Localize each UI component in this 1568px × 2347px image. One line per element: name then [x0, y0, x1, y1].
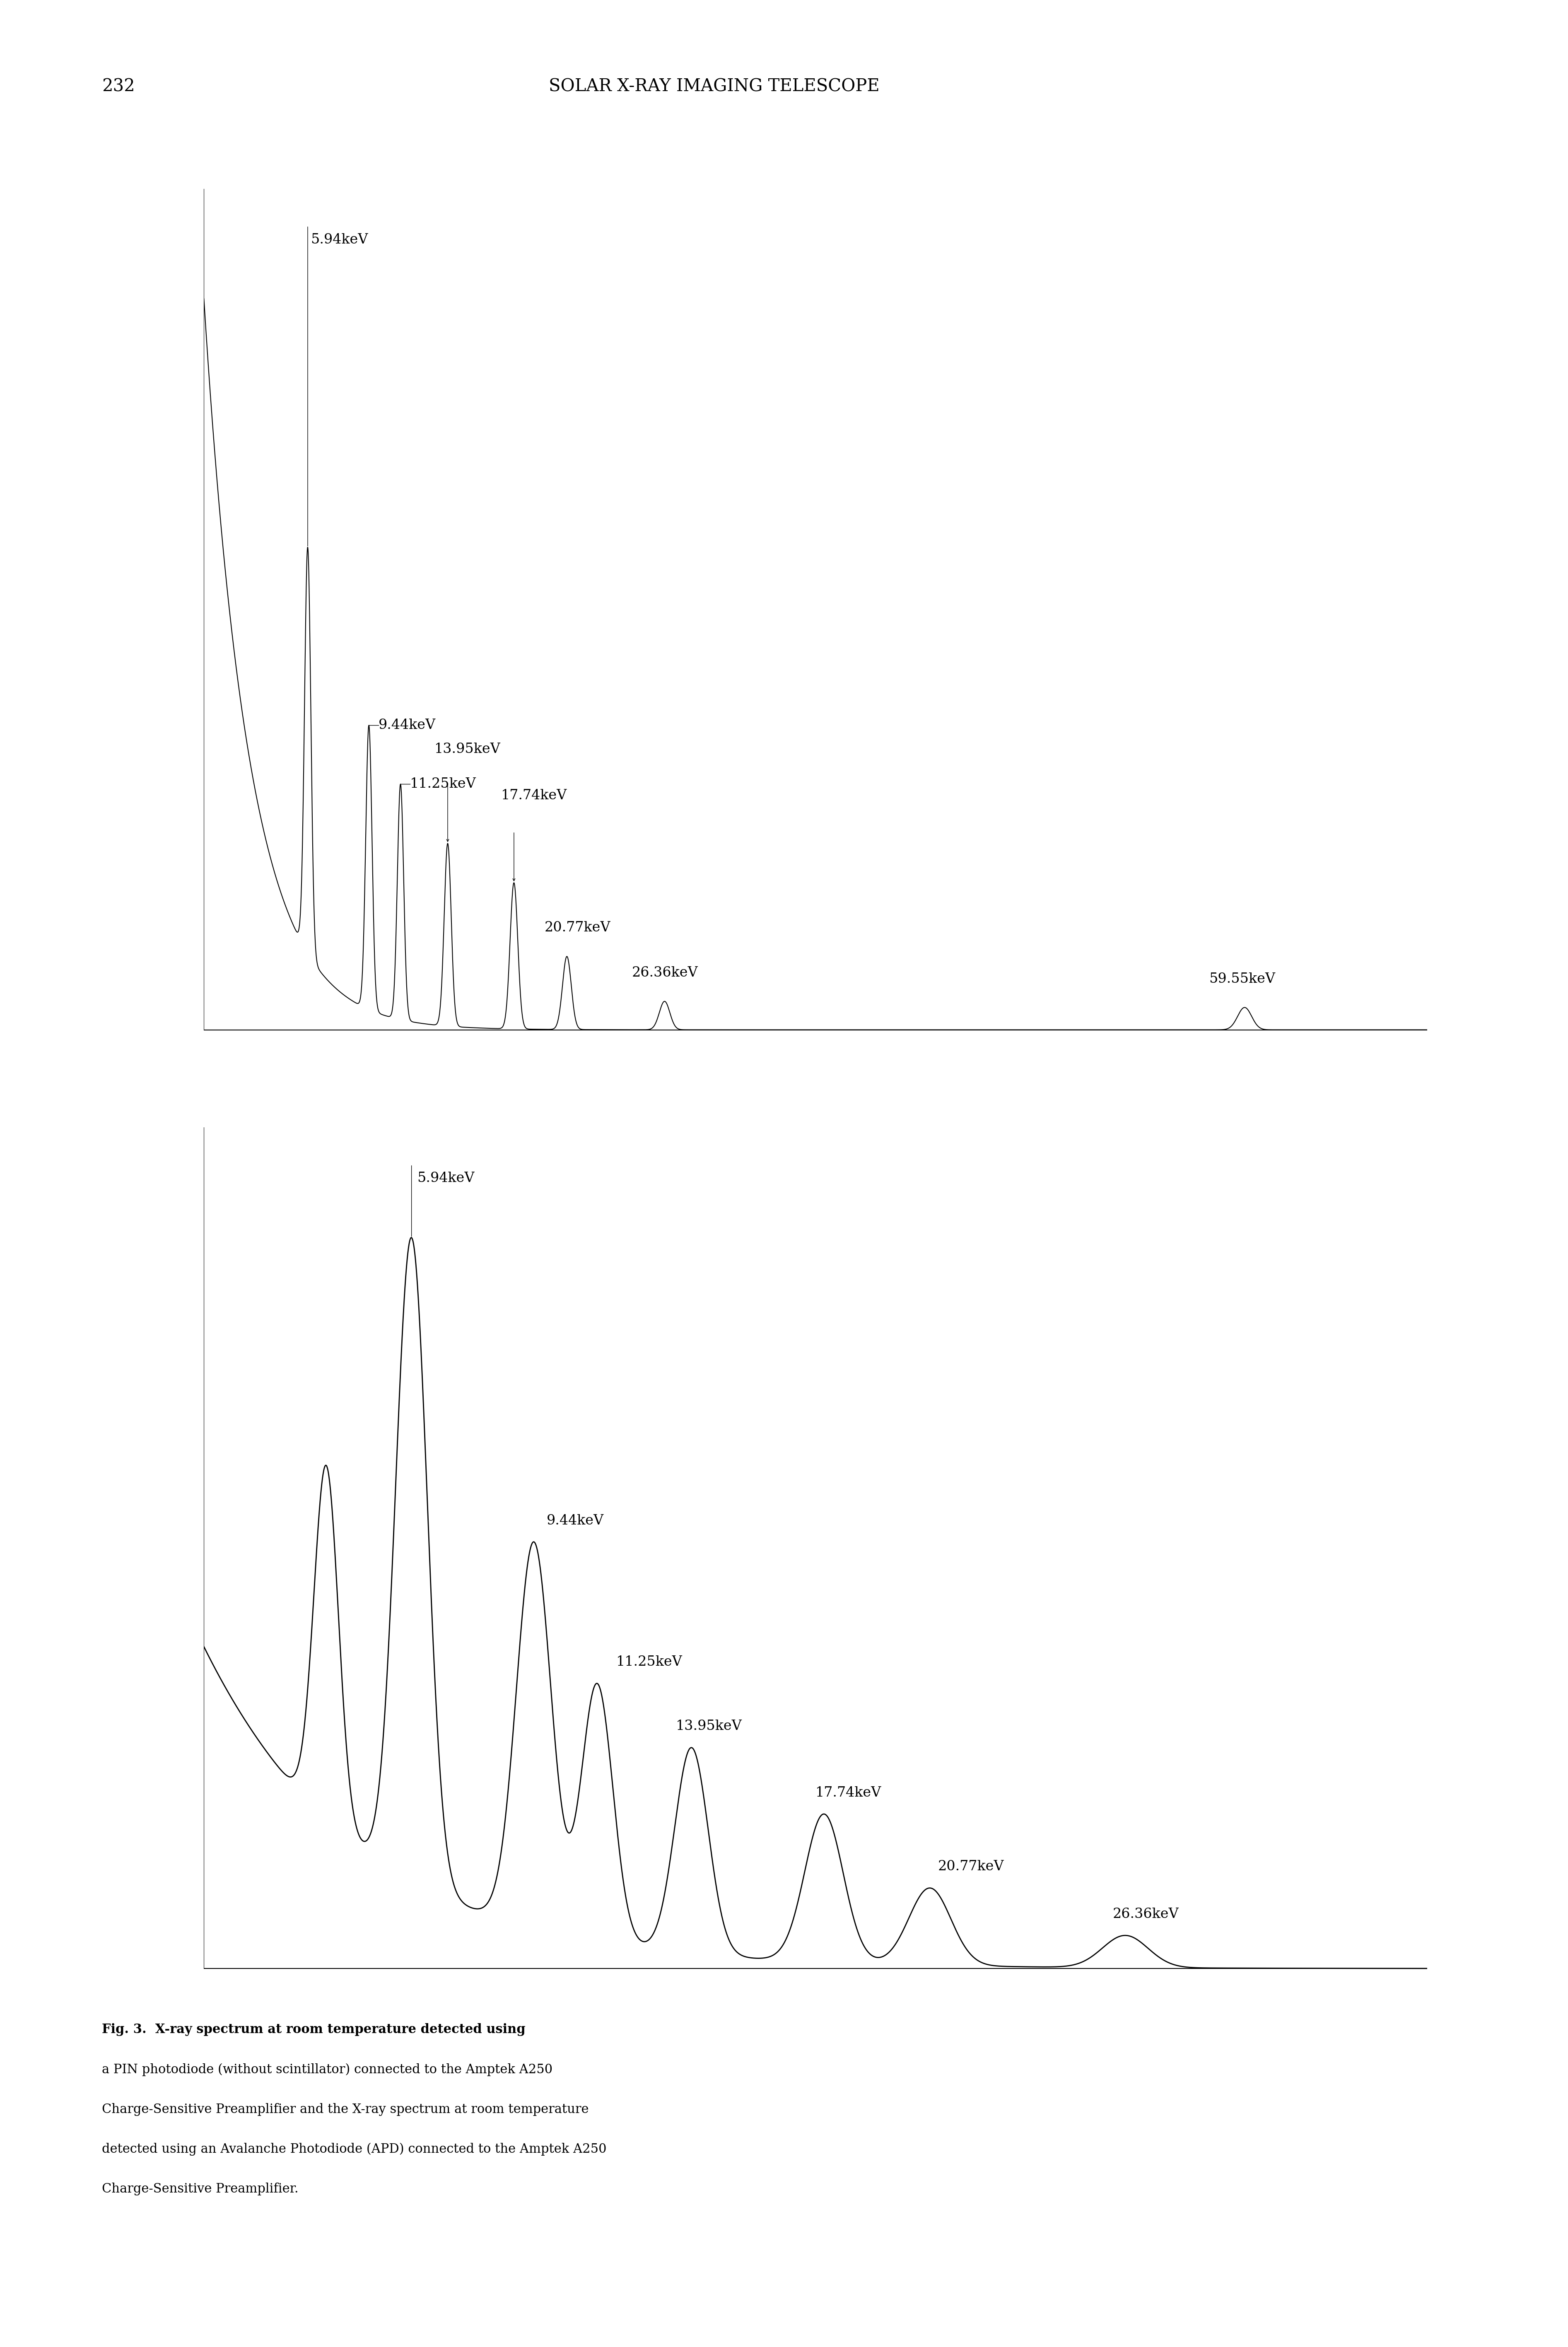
Text: 9.44keV: 9.44keV — [378, 718, 436, 732]
Text: 20.77keV: 20.77keV — [938, 1861, 1004, 1873]
Text: 26.36keV: 26.36keV — [1112, 1908, 1179, 1920]
Text: Charge-Sensitive Preamplifier.: Charge-Sensitive Preamplifier. — [102, 2183, 298, 2194]
Text: 13.95keV: 13.95keV — [434, 742, 500, 756]
Text: 20.77keV: 20.77keV — [544, 922, 610, 934]
Text: Charge-Sensitive Preamplifier and the X-ray spectrum at room temperature: Charge-Sensitive Preamplifier and the X-… — [102, 2103, 588, 2115]
Text: 17.74keV: 17.74keV — [500, 789, 566, 803]
Text: 9.44keV: 9.44keV — [546, 1514, 604, 1528]
Text: a PIN photodiode (without scintillator) connected to the Amptek A250: a PIN photodiode (without scintillator) … — [102, 2063, 552, 2077]
Text: 5.94keV: 5.94keV — [310, 232, 368, 246]
Text: detected using an Avalanche Photodiode (APD) connected to the Amptek A250: detected using an Avalanche Photodiode (… — [102, 2143, 607, 2157]
Text: 5.94keV: 5.94keV — [417, 1171, 474, 1185]
Text: 59.55keV: 59.55keV — [1209, 972, 1275, 986]
Text: 26.36keV: 26.36keV — [632, 967, 698, 979]
Text: 17.74keV: 17.74keV — [815, 1786, 881, 1800]
Text: 13.95keV: 13.95keV — [676, 1720, 742, 1732]
Text: Fig. 3.  X-ray spectrum at room temperature detected using: Fig. 3. X-ray spectrum at room temperatu… — [102, 2023, 525, 2035]
Text: SOLAR X-RAY IMAGING TELESCOPE: SOLAR X-RAY IMAGING TELESCOPE — [549, 77, 880, 94]
Text: 232: 232 — [102, 77, 135, 94]
Text: 11.25keV: 11.25keV — [616, 1655, 682, 1669]
Text: 11.25keV: 11.25keV — [409, 777, 477, 791]
